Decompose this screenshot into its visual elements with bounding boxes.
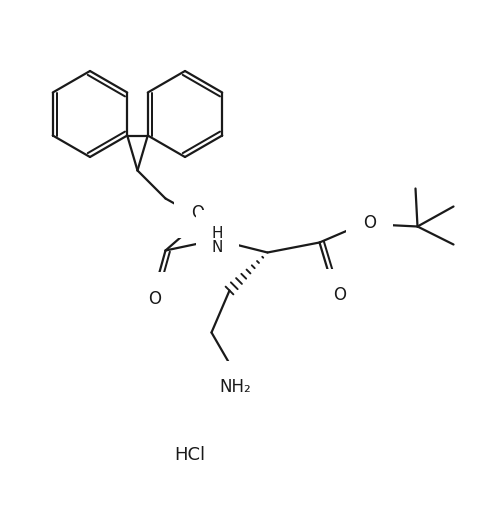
Text: HCl: HCl bbox=[174, 445, 206, 463]
Text: O: O bbox=[148, 289, 161, 307]
Text: H
N: H N bbox=[212, 226, 223, 254]
Text: O: O bbox=[363, 214, 376, 232]
Text: O: O bbox=[333, 286, 346, 304]
Text: NH₂: NH₂ bbox=[220, 378, 251, 395]
Text: O: O bbox=[191, 204, 204, 222]
